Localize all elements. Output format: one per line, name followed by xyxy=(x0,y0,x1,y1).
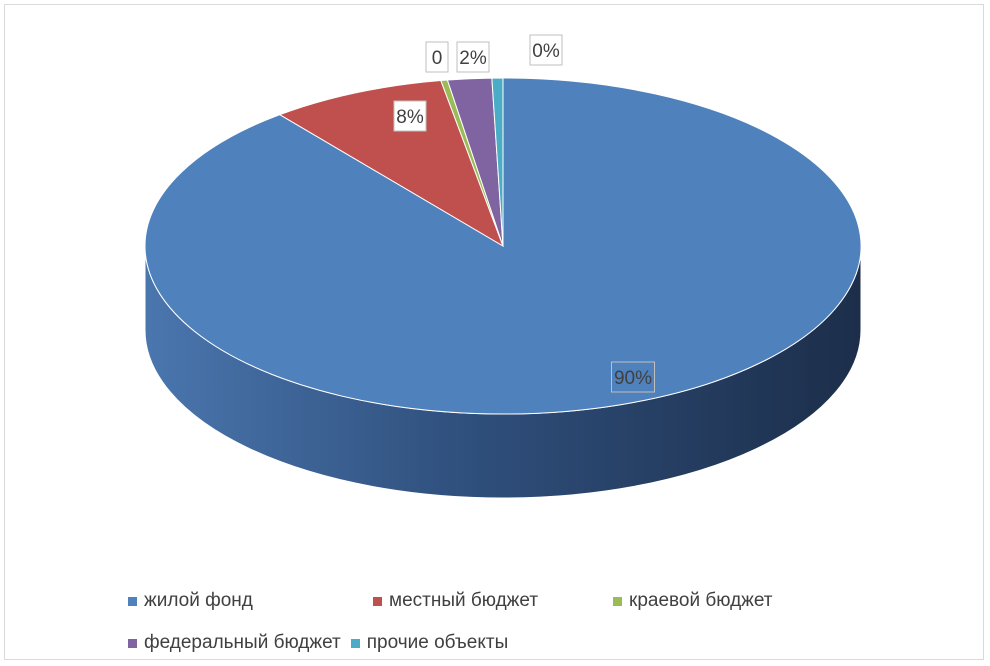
pie-data-labels: 90% 8% 0 2% 0% xyxy=(393,34,655,393)
legend-swatch xyxy=(350,638,360,648)
legend-swatch xyxy=(128,638,137,648)
legend-item-kraevoy-byudzhet: краевой бюджет xyxy=(613,590,773,612)
pie-slice-местный-бюджет xyxy=(278,80,504,248)
svg-text:90%: 90% xyxy=(614,368,652,389)
legend-swatch xyxy=(373,596,382,606)
svg-text:2%: 2% xyxy=(459,48,487,69)
legend-item-prochie-obekty: прочие объекты xyxy=(350,632,509,654)
data-label-жилой-фонд: 90% xyxy=(611,361,655,393)
data-label-краевой-бюджет: 0 xyxy=(425,41,449,73)
legend-swatch xyxy=(613,596,622,606)
pie-top-face xyxy=(144,77,862,415)
data-label-местный-бюджет: 8% xyxy=(393,100,427,132)
data-label-прочие-объекты: 0% xyxy=(529,34,563,66)
legend-label: краевой бюджет xyxy=(629,590,773,611)
svg-text:8%: 8% xyxy=(396,107,424,128)
legend-swatch xyxy=(128,596,137,606)
legend-row-2: федеральный бюджет прочие объекты xyxy=(128,622,888,664)
legend-item-mestny-byudzhet: местный бюджет xyxy=(373,590,613,612)
legend-item-federalny-byudzhet: федеральный бюджет xyxy=(128,632,341,654)
legend-label: местный бюджет xyxy=(389,590,539,611)
svg-text:0%: 0% xyxy=(532,41,560,62)
legend-item-zhiloy-fond: жилой фонд xyxy=(128,590,373,612)
legend-row-1: жилой фонд местный бюджет краевой бюджет xyxy=(128,580,888,622)
legend-label: жилой фонд xyxy=(144,590,253,611)
legend: жилой фонд местный бюджет краевой бюджет… xyxy=(128,580,888,664)
pie-slice-прочие-объекты xyxy=(491,77,504,247)
legend-label: федеральный бюджет xyxy=(144,632,341,653)
svg-text:0: 0 xyxy=(432,48,443,69)
legend-label: прочие объекты xyxy=(366,632,509,653)
data-label-федеральный-бюджет: 2% xyxy=(456,41,490,73)
